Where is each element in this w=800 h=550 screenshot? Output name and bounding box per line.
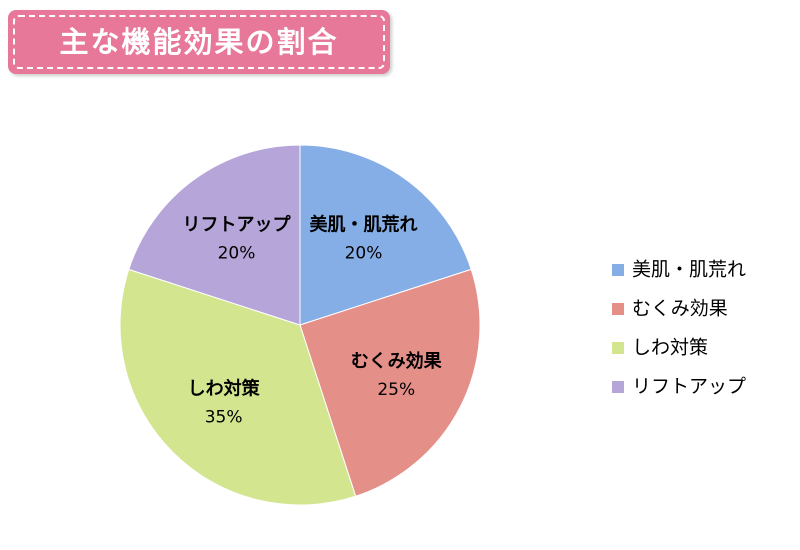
legend-label: むくみ効果 <box>632 298 728 320</box>
slice-label: しわ対策 <box>188 377 261 399</box>
legend-label: リフトアップ <box>632 376 746 398</box>
legend-label: 美肌・肌荒れ <box>632 259 746 281</box>
pie-slice <box>299 144 472 326</box>
value-label: 20% <box>218 244 256 264</box>
legend-swatch <box>612 381 624 393</box>
legend-swatch <box>612 303 624 315</box>
pie-slice <box>128 144 301 326</box>
title-box: 主な機能効果の割合 <box>8 10 390 74</box>
value-label: 20% <box>345 244 383 264</box>
legend-swatch <box>612 264 624 276</box>
legend-swatch <box>612 342 624 354</box>
value-label: 25% <box>377 380 415 400</box>
value-label: 35% <box>205 407 243 427</box>
legend-label: しわ対策 <box>632 337 708 359</box>
slice-label: リフトアップ <box>183 214 292 236</box>
pie-slice <box>119 268 357 506</box>
slice-label: むくみ効果 <box>351 350 443 372</box>
slice-label: 美肌・肌荒れ <box>309 214 417 236</box>
pie-slice <box>299 268 481 497</box>
